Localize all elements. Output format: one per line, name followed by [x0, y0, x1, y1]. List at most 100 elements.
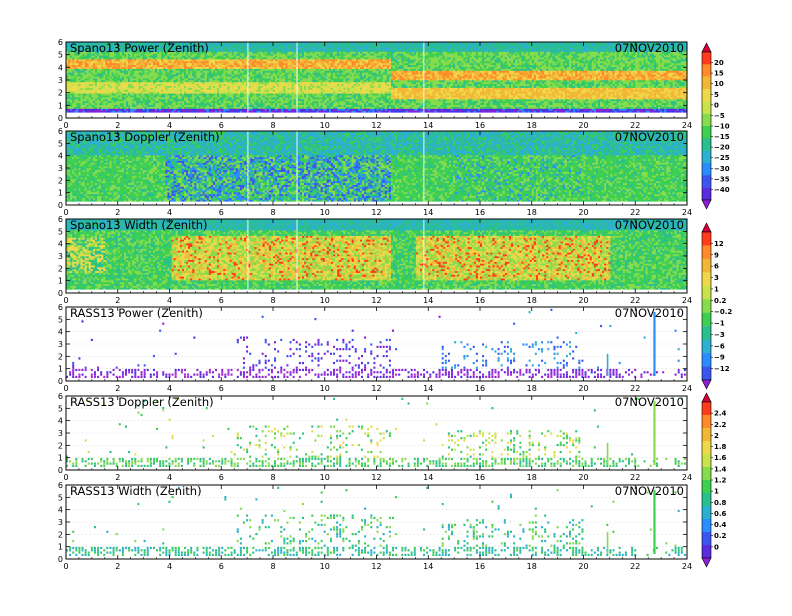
heatmap-cell — [121, 97, 125, 100]
heatmap-cell — [109, 68, 112, 71]
heatmap-cell — [157, 70, 160, 73]
heatmap-cell — [165, 95, 168, 98]
heatmap-cell — [173, 45, 177, 48]
heatmap-cell — [146, 57, 150, 60]
heatmap-cell — [144, 53, 148, 56]
heatmap-cell — [270, 43, 274, 47]
heatmap-cell — [109, 89, 112, 92]
heatmap-cell — [258, 95, 261, 98]
heatmap-cell — [341, 74, 344, 77]
heatmap-cell — [101, 110, 104, 113]
heatmap-cell — [198, 110, 201, 113]
heatmap-cell — [237, 100, 241, 104]
heatmap-cell — [150, 95, 154, 98]
heatmap-cell — [66, 47, 69, 50]
heatmap-cell — [103, 68, 106, 71]
heatmap-cell — [304, 110, 307, 113]
heatmap-cell — [291, 89, 294, 92]
heatmap-cell — [152, 42, 156, 45]
heatmap-cell — [196, 72, 199, 75]
heatmap-cell — [223, 53, 226, 56]
heatmap-cell — [204, 51, 208, 54]
heatmap-cell — [111, 61, 114, 64]
heatmap-cell — [229, 74, 232, 77]
heatmap-cell — [277, 43, 280, 47]
heatmap-cell — [268, 108, 272, 111]
heatmap-cell — [78, 106, 81, 109]
heatmap-cell — [277, 55, 280, 58]
heatmap-cell — [109, 97, 112, 100]
heatmap-cell — [123, 43, 127, 47]
heatmap-cell — [248, 43, 251, 47]
heatmap-cell — [268, 70, 272, 73]
heatmap-cell — [244, 43, 247, 47]
heatmap-cell — [339, 68, 342, 71]
heatmap-cell — [107, 51, 110, 54]
heatmap-cell — [92, 51, 96, 54]
heatmap-cell — [289, 100, 292, 104]
heatmap-cell — [121, 91, 125, 94]
heatmap-cell — [140, 55, 143, 58]
heatmap-cell — [169, 108, 172, 111]
heatmap-cell — [92, 99, 96, 102]
heatmap-cell — [244, 47, 247, 50]
heatmap-cell — [241, 99, 245, 102]
heatmap-cell — [183, 42, 187, 45]
heatmap-cell — [285, 51, 288, 54]
heatmap-cell — [227, 64, 230, 67]
heatmap-cell — [283, 83, 286, 86]
heatmap-cell — [343, 93, 346, 96]
heatmap-cell — [254, 100, 257, 104]
heatmap-cell — [287, 70, 290, 73]
heatmap-cell — [239, 72, 243, 75]
heatmap-cell — [277, 68, 280, 71]
heatmap-cell — [250, 100, 253, 104]
heatmap-cell — [314, 57, 317, 60]
heatmap-cell — [204, 45, 208, 48]
heatmap-cell — [285, 87, 288, 90]
heatmap-cell — [200, 81, 203, 85]
heatmap-cell — [126, 99, 129, 102]
heatmap-cell — [169, 57, 172, 60]
heatmap-cell — [175, 45, 179, 48]
heatmap-cell — [177, 89, 181, 92]
heatmap-cell — [310, 66, 313, 69]
heatmap-cell — [320, 47, 323, 50]
heatmap-cell — [103, 51, 106, 54]
heatmap-cell — [134, 42, 137, 45]
heatmap-cell — [212, 83, 216, 86]
heatmap-cell — [150, 100, 154, 104]
heatmap-cell — [264, 80, 268, 83]
heatmap-cell — [275, 102, 278, 105]
heatmap-cell — [105, 78, 108, 81]
heatmap-cell — [304, 78, 307, 81]
heatmap-cell — [266, 97, 270, 100]
heatmap-cell — [107, 106, 110, 109]
heatmap-cell — [144, 62, 148, 66]
heatmap-cell — [70, 51, 73, 54]
heatmap-cell — [312, 78, 315, 81]
heatmap-cell — [90, 80, 94, 83]
heatmap-cell — [306, 80, 309, 83]
heatmap-cell — [173, 59, 177, 62]
heatmap-cell — [204, 66, 208, 69]
heatmap-cell — [163, 78, 166, 81]
heatmap-cell — [130, 97, 133, 100]
heatmap-cell — [221, 66, 224, 69]
heatmap-cell — [198, 74, 201, 77]
heatmap-cell — [88, 91, 92, 94]
heatmap-cell — [130, 74, 133, 77]
heatmap-cell — [196, 68, 199, 71]
heatmap-cell — [289, 87, 292, 90]
heatmap-cell — [157, 64, 160, 67]
heatmap-cell — [142, 62, 145, 66]
heatmap-cell — [208, 55, 212, 58]
heatmap-cell — [76, 72, 79, 75]
heatmap-cell — [183, 108, 187, 111]
heatmap-cell — [117, 85, 121, 88]
heatmap-cell — [144, 43, 148, 47]
heatmap-cell — [256, 80, 259, 83]
heatmap-cell — [248, 47, 251, 50]
heatmap-cell — [103, 49, 106, 52]
heatmap-cell — [339, 45, 342, 48]
